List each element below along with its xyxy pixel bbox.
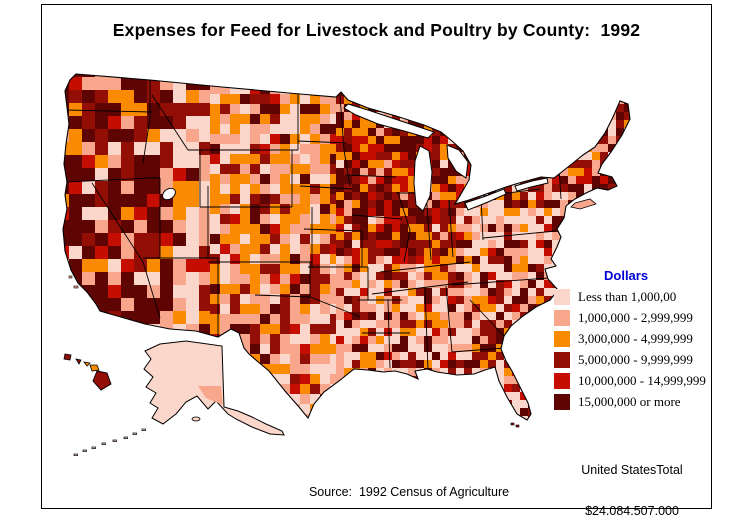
legend-item: 10,000,000 - 14,999,999 — [554, 372, 706, 389]
legend-swatch — [554, 351, 570, 368]
legend-item-label: 10,000,000 - 14,999,999 — [578, 372, 706, 388]
us-total-amount: $24,084,507,000 — [585, 503, 679, 515]
legend-item-label: 15,000,000 or more — [578, 393, 681, 409]
legend-item: 3,000,000 - 4,999,999 — [554, 330, 706, 347]
us-total-note: United StatesTotal $24,084,507,000 (from… — [557, 437, 707, 515]
legend-item-label: Less than 1,000,00 — [578, 288, 677, 304]
map-legend: Dollars Less than 1,000,00 1,000,000 - 2… — [554, 269, 706, 414]
legend-swatch — [554, 393, 570, 410]
legend-item: 1,000,000 - 2,999,999 — [554, 309, 706, 326]
legend-item: 5,000,000 - 9,999,999 — [554, 351, 706, 368]
legend-item-label: 1,000,000 - 2,999,999 — [578, 309, 693, 325]
legend-swatch — [554, 372, 570, 389]
legend-swatch — [554, 330, 570, 347]
legend-item-label: 3,000,000 - 4,999,999 — [578, 330, 693, 346]
map-frame: Expenses for Feed for Livestock and Poul… — [41, 4, 712, 515]
legend-item-label: 5,000,000 - 9,999,999 — [578, 351, 693, 367]
legend-item: Less than 1,000,00 — [554, 288, 706, 305]
source-note: Source: 1992 Census of Agriculture — [308, 485, 510, 499]
legend-swatch — [554, 309, 570, 326]
us-total-line1: United StatesTotal — [581, 463, 683, 477]
us-county-choropleth-map — [62, 73, 631, 456]
map-title: Expenses for Feed for Livestock and Poul… — [112, 20, 641, 40]
legend-swatch — [554, 288, 570, 305]
legend-item: 15,000,000 or more — [554, 393, 706, 410]
legend-title: Dollars — [604, 268, 649, 283]
